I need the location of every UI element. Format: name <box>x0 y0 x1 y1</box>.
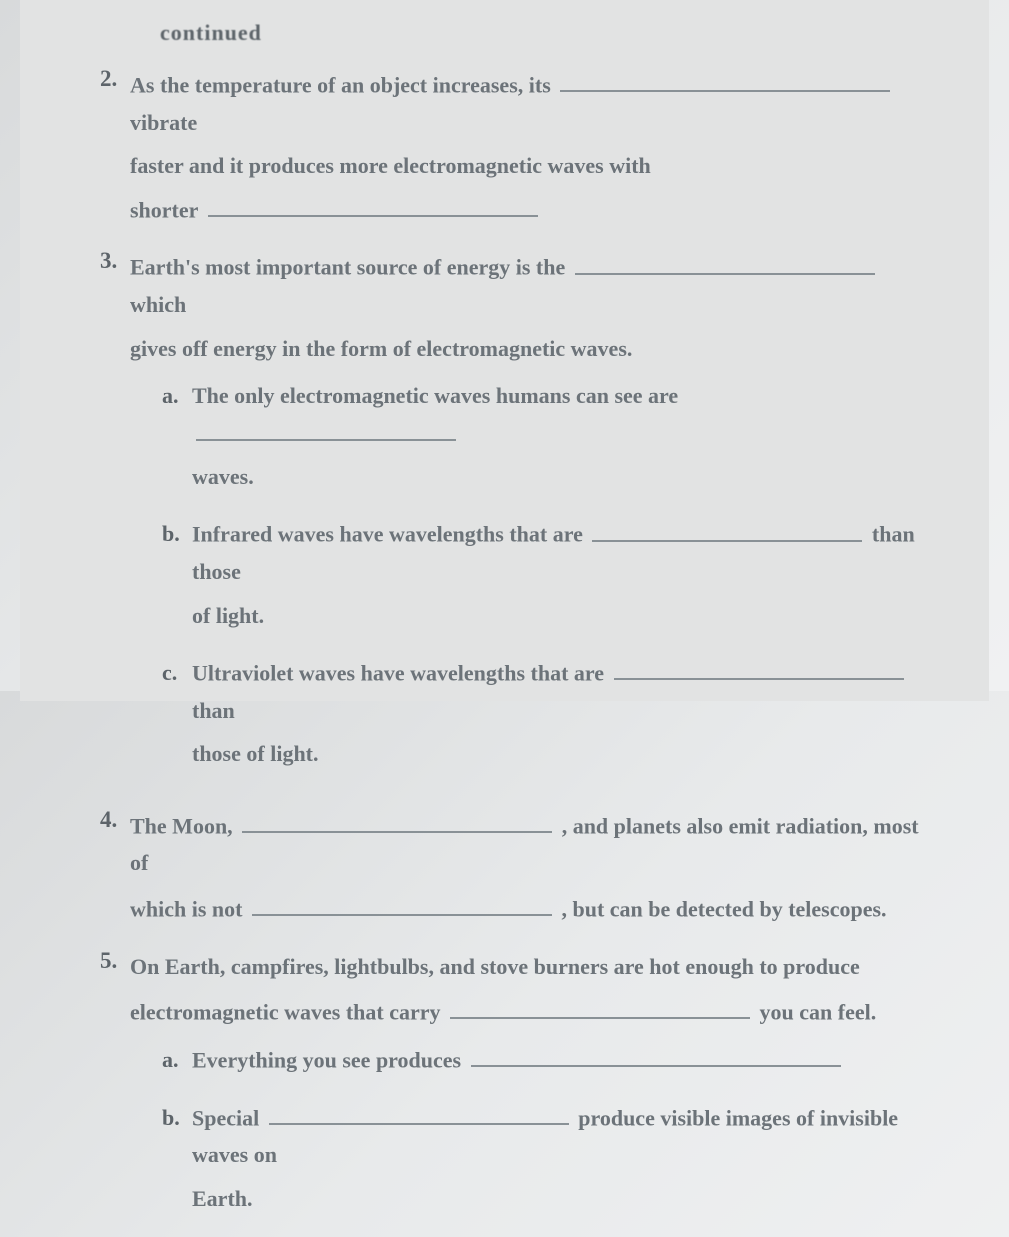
question-5b: b. Special produce visible images of inv… <box>162 1099 919 1224</box>
q5-blank-1[interactable] <box>450 993 750 1019</box>
q4-content: The Moon, , and planets also emit radiat… <box>130 807 919 934</box>
q3a-content: The only electromagnetic waves humans ca… <box>192 377 919 502</box>
question-2: 2. As the temperature of an object incre… <box>100 66 919 234</box>
q2-text-1: As the temperature of an object increase… <box>130 72 551 97</box>
q3-number: 3. <box>100 248 130 274</box>
q5a-blank-1[interactable] <box>471 1041 841 1067</box>
q4-blank-1[interactable] <box>242 807 552 833</box>
q3a-number: a. <box>162 377 192 414</box>
question-3: 3. Earth's most important source of ener… <box>100 248 919 792</box>
q4-blank-2[interactable] <box>252 890 552 916</box>
q3c-number: c. <box>162 654 192 691</box>
q5b-number: b. <box>162 1099 192 1136</box>
q2-blank-2[interactable] <box>208 191 538 217</box>
q5-end-2: you can feel. <box>760 999 877 1024</box>
q3b-text-1: Infrared waves have wavelengths that are <box>192 522 583 547</box>
q5-content: On Earth, campfires, lightbulbs, and sto… <box>130 948 919 1237</box>
q5b-blank-1[interactable] <box>269 1099 569 1125</box>
q3b-number: b. <box>162 515 192 552</box>
q5a-text-1: Everything you see produces <box>192 1047 461 1072</box>
q3-end-1: which <box>130 292 186 317</box>
q4-end-2: , but can be detected by telescopes. <box>561 896 886 921</box>
header-partial: continued <box>160 20 919 46</box>
q2-end-1: vibrate <box>130 110 197 135</box>
q5-text-2: electromagnetic waves that carry <box>130 999 441 1024</box>
q3c-text-2: those of light. <box>192 741 319 766</box>
question-3b: b. Infrared waves have wavelengths that … <box>162 515 919 640</box>
q3b-text-2: of light. <box>192 603 264 628</box>
question-3a: a. The only electromagnetic waves humans… <box>162 377 919 502</box>
question-5: 5. On Earth, campfires, lightbulbs, and … <box>100 948 919 1237</box>
q4-text-1: The Moon, <box>130 813 233 838</box>
q5b-text-1: Special <box>192 1105 259 1130</box>
q2-text-3: shorter <box>130 197 198 222</box>
q3c-end-1: than <box>192 698 235 723</box>
q3c-text-1: Ultraviolet waves have wavelengths that … <box>192 660 604 685</box>
q3a-text-2: waves. <box>192 464 254 489</box>
q5b-text-2: Earth. <box>192 1186 253 1211</box>
q3-text-1: Earth's most important source of energy … <box>130 255 565 280</box>
q2-blank-1[interactable] <box>560 66 890 92</box>
q5a-content: Everything you see produces <box>192 1041 919 1085</box>
q3-content: Earth's most important source of energy … <box>130 248 919 792</box>
q3-text-2: gives off energy in the form of electrom… <box>130 336 632 361</box>
q5a-number: a. <box>162 1041 192 1078</box>
question-4: 4. The Moon, , and planets also emit rad… <box>100 807 919 934</box>
q2-content: As the temperature of an object increase… <box>130 66 919 234</box>
q5b-content: Special produce visible images of invisi… <box>192 1099 919 1224</box>
question-3c: c. Ultraviolet waves have wavelengths th… <box>162 654 919 779</box>
q4-number: 4. <box>100 807 130 833</box>
q4-text-2: which is not <box>130 896 242 921</box>
q3b-blank-1[interactable] <box>592 515 862 541</box>
q2-text-2: faster and it produces more electromagne… <box>130 153 651 178</box>
q5-number: 5. <box>100 948 130 974</box>
q2-number: 2. <box>100 66 130 92</box>
question-5a: a. Everything you see produces <box>162 1041 919 1085</box>
worksheet-page: continued 2. As the temperature of an ob… <box>20 0 989 701</box>
q3-blank-1[interactable] <box>575 248 875 274</box>
q3a-text-1: The only electromagnetic waves humans ca… <box>192 383 678 408</box>
q5-text-1: On Earth, campfires, lightbulbs, and sto… <box>130 954 860 979</box>
q3b-content: Infrared waves have wavelengths that are… <box>192 515 919 640</box>
q3c-blank-1[interactable] <box>614 654 904 680</box>
q3c-content: Ultraviolet waves have wavelengths that … <box>192 654 919 779</box>
q3a-blank-1[interactable] <box>196 414 456 440</box>
